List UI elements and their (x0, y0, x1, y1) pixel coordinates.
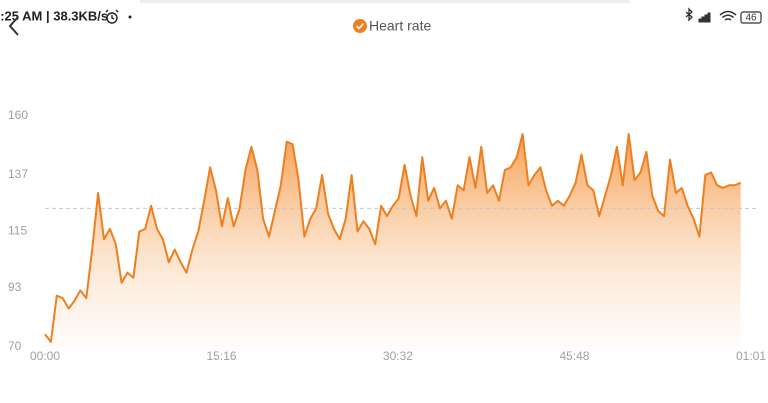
alarm-icon (105, 9, 119, 24)
legend-check (355, 22, 365, 30)
x-tick-label: 00:00 (30, 349, 60, 363)
legend: Heart rate (353, 18, 431, 34)
status-time: 0:25 AM | 38.3KB/s (0, 8, 108, 23)
x-tick-label: 01:01 (736, 349, 766, 363)
x-tick-label: 45:48 (559, 349, 589, 363)
line (44, 133, 742, 343)
x-tick-label: 30:32 (383, 349, 413, 363)
status-dot (128, 15, 132, 19)
status-icons (685, 7, 762, 24)
back-button[interactable] (8, 16, 19, 36)
y-tick-label: 93 (8, 280, 22, 294)
area (45, 134, 741, 347)
legend-label: Heart rate (369, 18, 431, 34)
battery-level: 46 (745, 13, 757, 24)
top-handle (140, 0, 630, 3)
plot: 70 93 115 137 160 00:00 15:16 30:32 45:48 01:01 (8, 108, 766, 363)
y-tick-label: 160 (8, 108, 28, 122)
y-tick-label: 70 (8, 339, 22, 353)
legend-marker (353, 19, 367, 33)
y-tick-label: 137 (8, 167, 28, 181)
y-tick-label: 115 (8, 224, 27, 238)
x-tick-label: 15:16 (207, 349, 237, 363)
